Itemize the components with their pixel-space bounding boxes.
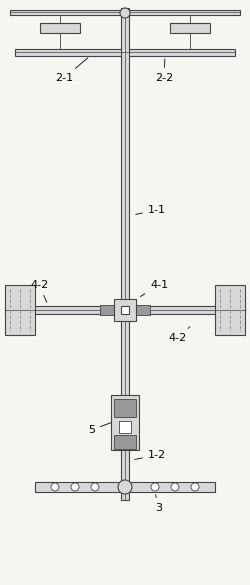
Bar [15, 49, 234, 56]
Bar [114, 435, 136, 449]
Text: 1-1: 1-1 [135, 205, 165, 215]
Bar [100, 305, 114, 315]
Text: 5: 5 [88, 421, 115, 435]
Bar [120, 8, 128, 500]
Circle shape [91, 483, 98, 491]
Circle shape [120, 8, 130, 18]
Circle shape [71, 483, 79, 491]
Bar [136, 305, 149, 315]
Bar [120, 306, 128, 314]
Text: 3: 3 [154, 495, 161, 513]
Circle shape [170, 483, 178, 491]
Bar [110, 395, 138, 450]
Bar [214, 285, 244, 335]
Text: 2-2: 2-2 [154, 58, 172, 83]
Bar [35, 482, 214, 492]
Circle shape [51, 483, 59, 491]
Bar [114, 399, 136, 417]
Bar [5, 285, 35, 335]
Text: 4-2: 4-2 [167, 327, 189, 343]
Bar [114, 299, 136, 321]
Circle shape [190, 483, 198, 491]
Bar [40, 23, 80, 33]
Text: 2-1: 2-1 [55, 58, 88, 83]
Text: 1-2: 1-2 [134, 450, 166, 460]
Circle shape [118, 480, 132, 494]
Bar [5, 306, 244, 314]
Bar [169, 23, 209, 33]
Bar [118, 421, 130, 433]
Text: 4-2: 4-2 [30, 280, 48, 302]
Bar [10, 9, 239, 15]
Circle shape [150, 483, 158, 491]
Text: 4-1: 4-1 [140, 280, 168, 297]
